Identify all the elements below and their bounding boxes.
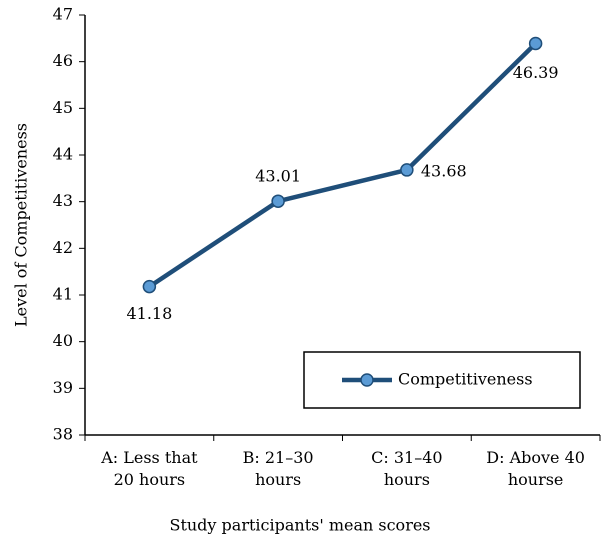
marker [400, 163, 414, 177]
y-tick-label: 41 [53, 285, 73, 304]
legend-label: Competitiveness [398, 370, 533, 389]
y-axis-label: Level of Competitiveness [12, 123, 31, 327]
y-tick-label: 43 [53, 191, 73, 210]
data-label: 43.68 [421, 161, 467, 180]
y-tick-label: 46 [53, 51, 73, 70]
y-tick-label: 44 [53, 145, 73, 164]
marker [528, 36, 543, 51]
x-tick-label: B: 21–30 hours [242, 448, 314, 489]
data-label: 43.01 [255, 167, 301, 186]
y-tick-label: 38 [53, 425, 73, 444]
series-line [148, 41, 538, 289]
x-tick-label: D: Above 40 hourse [486, 448, 585, 489]
y-tick-label: 42 [53, 238, 73, 257]
legend-marker [360, 373, 374, 387]
x-tick-label: C: 31–40 hours [371, 448, 443, 489]
marker [142, 279, 157, 294]
y-tick-label: 45 [53, 98, 73, 117]
data-label: 41.18 [126, 304, 172, 323]
x-tick-label: A: Less that 20 hours [101, 448, 198, 489]
x-axis-label: Study participants' mean scores [169, 516, 430, 535]
marker [271, 194, 285, 208]
y-tick-label: 39 [53, 378, 73, 397]
y-tick-label: 40 [53, 331, 73, 350]
y-tick-label: 47 [53, 5, 73, 24]
data-label: 46.39 [513, 63, 559, 82]
